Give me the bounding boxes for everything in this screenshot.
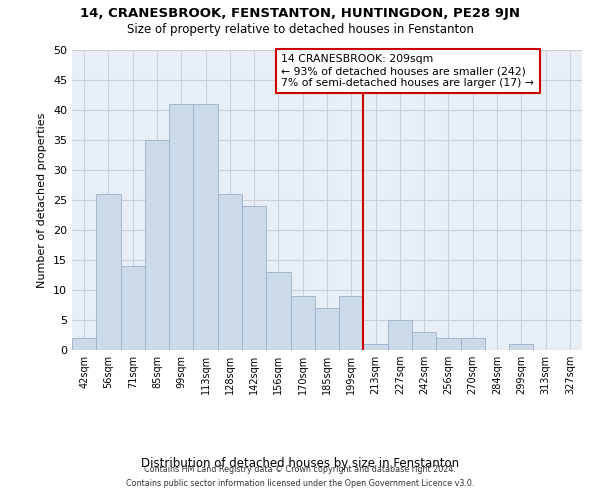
Text: 14, CRANESBROOK, FENSTANTON, HUNTINGDON, PE28 9JN: 14, CRANESBROOK, FENSTANTON, HUNTINGDON,… — [80, 8, 520, 20]
Bar — [193, 104, 218, 350]
Bar — [72, 338, 96, 350]
Bar — [339, 296, 364, 350]
Bar — [266, 272, 290, 350]
Bar — [290, 296, 315, 350]
Bar — [509, 344, 533, 350]
Bar — [145, 140, 169, 350]
Text: Contains HM Land Registry data © Crown copyright and database right 2024.
Contai: Contains HM Land Registry data © Crown c… — [126, 466, 474, 487]
Text: Distribution of detached houses by size in Fenstanton: Distribution of detached houses by size … — [141, 458, 459, 470]
Text: Size of property relative to detached houses in Fenstanton: Size of property relative to detached ho… — [127, 22, 473, 36]
Text: 14 CRANESBROOK: 209sqm
← 93% of detached houses are smaller (242)
7% of semi-det: 14 CRANESBROOK: 209sqm ← 93% of detached… — [281, 54, 534, 88]
Bar — [461, 338, 485, 350]
Bar — [412, 332, 436, 350]
Bar — [96, 194, 121, 350]
Bar — [242, 206, 266, 350]
Bar — [388, 320, 412, 350]
Bar — [169, 104, 193, 350]
Bar — [364, 344, 388, 350]
Bar — [121, 266, 145, 350]
Bar — [436, 338, 461, 350]
Y-axis label: Number of detached properties: Number of detached properties — [37, 112, 47, 288]
Bar — [218, 194, 242, 350]
Bar — [315, 308, 339, 350]
